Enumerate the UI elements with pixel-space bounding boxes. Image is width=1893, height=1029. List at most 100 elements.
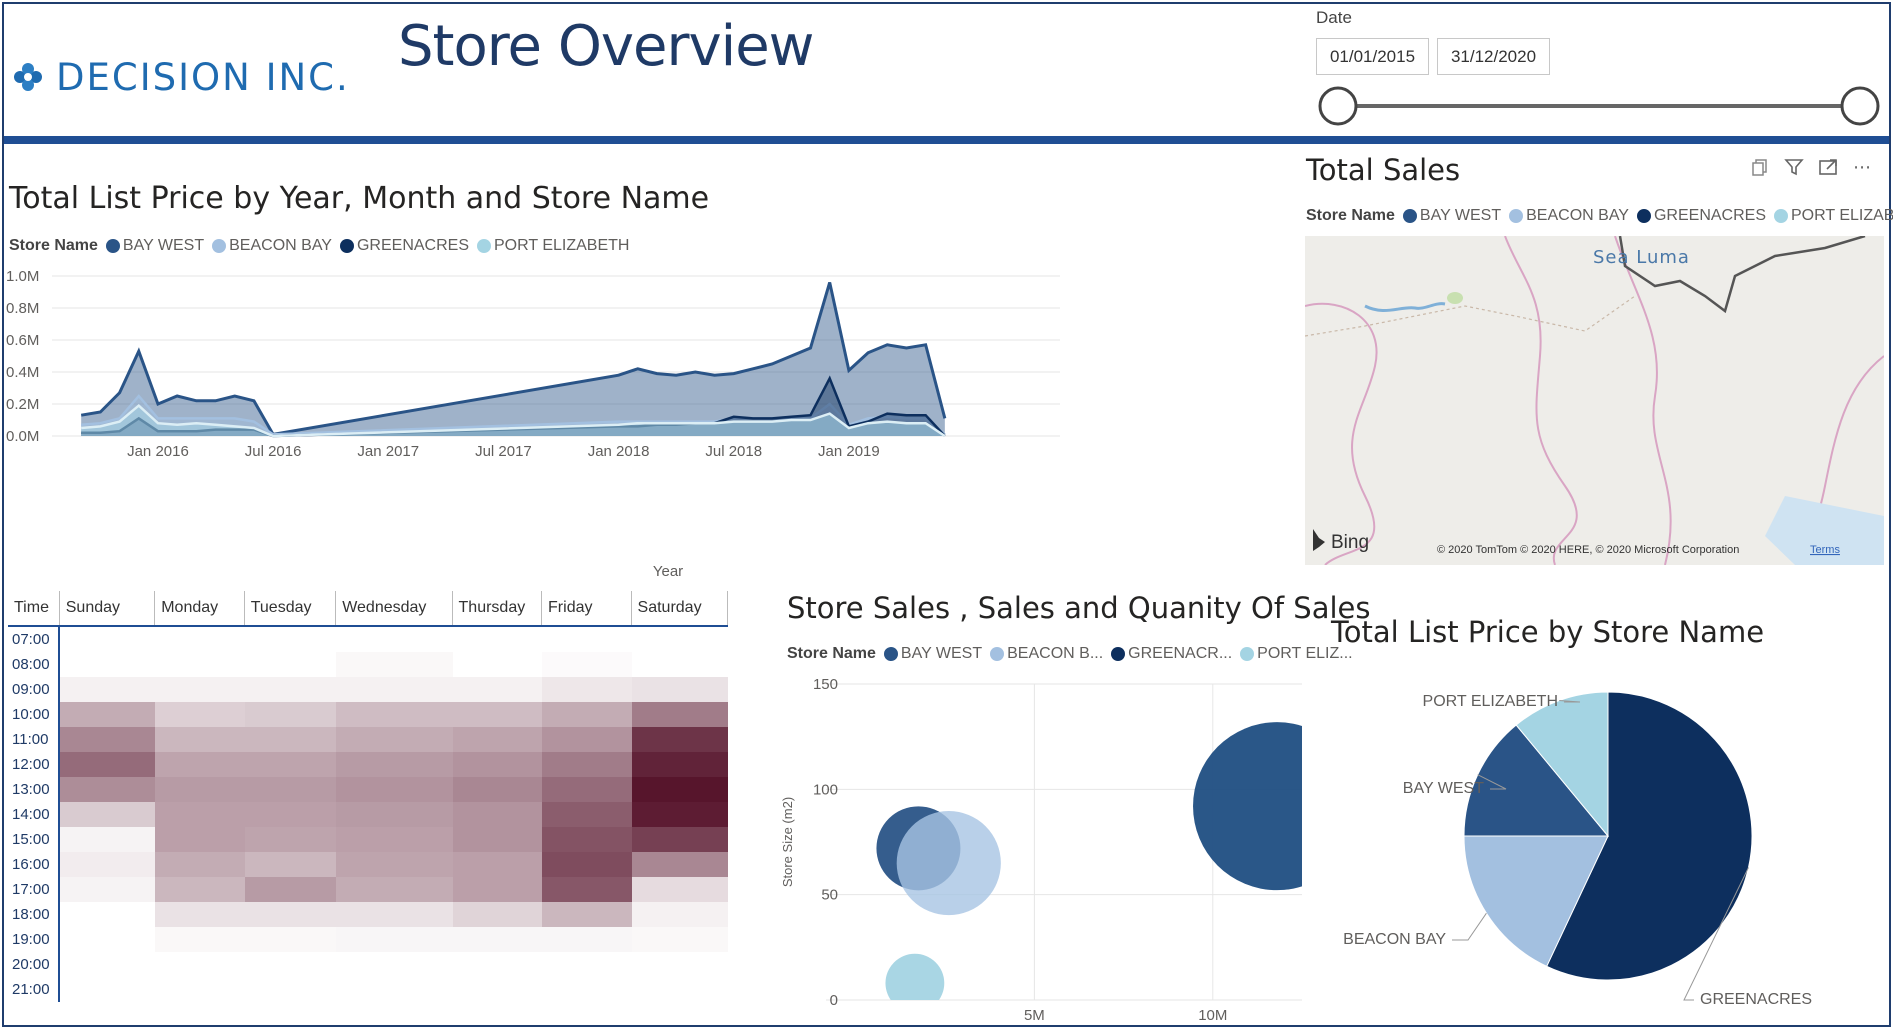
matrix-cell[interactable] <box>336 802 453 827</box>
legend-item-bay-west[interactable]: BAY WEST <box>105 237 204 255</box>
matrix-row-header[interactable]: 11:00 <box>8 727 60 752</box>
bubble-greenacres[interactable] <box>1193 722 1302 891</box>
matrix-row-header[interactable]: 13:00 <box>8 777 60 802</box>
bubble-beacon-bay[interactable] <box>896 810 1001 916</box>
matrix-cell[interactable] <box>336 902 453 927</box>
matrix-cell[interactable] <box>336 702 453 727</box>
matrix-cell[interactable] <box>336 727 453 752</box>
matrix-cell[interactable] <box>155 877 245 902</box>
matrix-cell[interactable] <box>60 952 155 977</box>
matrix-cell[interactable] <box>155 902 245 927</box>
matrix-cell[interactable] <box>59 752 156 777</box>
matrix-cell[interactable] <box>453 952 543 977</box>
matrix-cell[interactable] <box>452 927 543 952</box>
map-canvas[interactable]: Sea Luma Bing © 2020 TomTom © 2020 HERE,… <box>1305 236 1884 565</box>
copy-icon[interactable] <box>1748 155 1772 179</box>
matrix-cell[interactable] <box>452 752 543 777</box>
matrix-cell[interactable] <box>336 852 453 877</box>
map-terms-link[interactable]: Terms <box>1810 544 1840 556</box>
matrix-cell[interactable] <box>542 752 632 777</box>
matrix-row-header[interactable]: 08:00 <box>8 652 60 677</box>
matrix-col-header[interactable]: Thursday <box>453 591 543 625</box>
matrix-row-header[interactable]: 07:00 <box>8 627 60 652</box>
matrix-cell[interactable] <box>632 977 728 1002</box>
matrix-cell[interactable] <box>452 827 543 852</box>
legend-item-beacon-bay[interactable]: BEACON B... <box>990 645 1103 663</box>
legend-item-port-elizabeth[interactable]: PORT ELIZABETH <box>477 237 629 255</box>
scatter-chart[interactable]: 150 100 50 0 5M 10M Store Size (m2) <box>776 670 1302 1025</box>
legend-item-port-elizabeth[interactable]: PORT ELIZABETH <box>1774 207 1893 225</box>
matrix-cell[interactable] <box>631 902 728 927</box>
matrix-cell[interactable] <box>631 727 728 752</box>
matrix-cell[interactable] <box>155 802 245 827</box>
matrix-cell[interactable] <box>631 802 728 827</box>
matrix-cell[interactable] <box>59 677 156 702</box>
matrix-cell[interactable] <box>155 702 245 727</box>
matrix-cell[interactable] <box>452 727 543 752</box>
matrix-cell[interactable] <box>542 902 632 927</box>
matrix-cell[interactable] <box>452 702 543 727</box>
matrix-cell[interactable] <box>542 927 632 952</box>
matrix-cell[interactable] <box>336 977 452 1002</box>
matrix-cell[interactable] <box>155 777 245 802</box>
matrix-row-header[interactable]: 20:00 <box>8 952 60 977</box>
matrix-cell[interactable] <box>631 752 728 777</box>
area-series-bay-west-line[interactable] <box>80 281 947 437</box>
matrix-cell[interactable] <box>336 777 453 802</box>
matrix-cell[interactable] <box>245 652 336 677</box>
area-series-port-elizabeth-area[interactable] <box>81 405 945 436</box>
slider-end-handle[interactable] <box>1840 86 1880 126</box>
matrix-cell[interactable] <box>59 877 156 902</box>
matrix-cell[interactable] <box>632 652 728 677</box>
matrix-col-header[interactable]: Wednesday <box>336 591 453 625</box>
matrix-cell[interactable] <box>542 877 632 902</box>
matrix-cell[interactable] <box>245 927 336 952</box>
matrix-cell[interactable] <box>155 852 245 877</box>
filter-icon[interactable] <box>1782 155 1806 179</box>
area-series-bay-west-area[interactable] <box>81 282 945 436</box>
bubble-port-elizabeth[interactable] <box>885 953 945 1013</box>
date-end-input[interactable]: 31/12/2020 <box>1437 38 1550 75</box>
matrix-cell[interactable] <box>244 727 337 752</box>
area-series-port-elizabeth-line[interactable] <box>81 403 946 438</box>
matrix-cell[interactable] <box>336 627 452 652</box>
date-start-input[interactable]: 01/01/2015 <box>1316 38 1429 75</box>
legend-item-bay-west[interactable]: BAY WEST <box>883 645 982 663</box>
matrix-col-header[interactable]: Tuesday <box>245 591 337 625</box>
legend-item-greenacres[interactable]: GREENACR... <box>1111 645 1232 663</box>
matrix-cell[interactable] <box>336 677 453 702</box>
matrix-cell[interactable] <box>60 977 155 1002</box>
legend-item-bay-west[interactable]: BAY WEST <box>1402 207 1501 225</box>
matrix-cell[interactable] <box>245 627 336 652</box>
matrix-cell[interactable] <box>452 677 543 702</box>
date-range-slider[interactable] <box>1316 84 1882 128</box>
matrix-cell[interactable] <box>244 752 337 777</box>
legend-item-beacon-bay[interactable]: BEACON BAY <box>212 237 332 255</box>
area-series-beacon-bay-line[interactable] <box>81 394 946 436</box>
matrix-row-header[interactable]: 15:00 <box>8 827 60 852</box>
matrix-cell[interactable] <box>542 777 632 802</box>
matrix-row-header[interactable]: 19:00 <box>8 927 60 952</box>
matrix-col-header[interactable]: Sunday <box>60 591 156 625</box>
matrix-cell[interactable] <box>542 727 632 752</box>
matrix-cell[interactable] <box>453 977 543 1002</box>
more-options-icon[interactable]: ⋯ <box>1853 156 1871 177</box>
pie-slice-greenacres[interactable] <box>1546 691 1753 981</box>
slider-start-handle[interactable] <box>1318 86 1358 126</box>
legend-item-beacon-bay[interactable]: BEACON BAY <box>1509 207 1629 225</box>
matrix-cell[interactable] <box>453 627 543 652</box>
matrix-cell[interactable] <box>336 752 453 777</box>
matrix-cell[interactable] <box>452 852 543 877</box>
matrix-cell[interactable] <box>59 777 156 802</box>
matrix-row-header[interactable]: 12:00 <box>8 752 60 777</box>
matrix-cell[interactable] <box>155 952 245 977</box>
matrix-row-header[interactable]: 14:00 <box>8 802 60 827</box>
matrix-cell[interactable] <box>542 652 632 677</box>
matrix-cell[interactable] <box>244 877 337 902</box>
matrix-cell[interactable] <box>336 827 453 852</box>
matrix-cell[interactable] <box>244 702 337 727</box>
matrix-cell[interactable] <box>631 877 728 902</box>
matrix-row-header[interactable]: 17:00 <box>8 877 60 902</box>
matrix-col-header[interactable]: Saturday <box>632 591 728 625</box>
matrix-col-header[interactable]: Monday <box>155 591 245 625</box>
